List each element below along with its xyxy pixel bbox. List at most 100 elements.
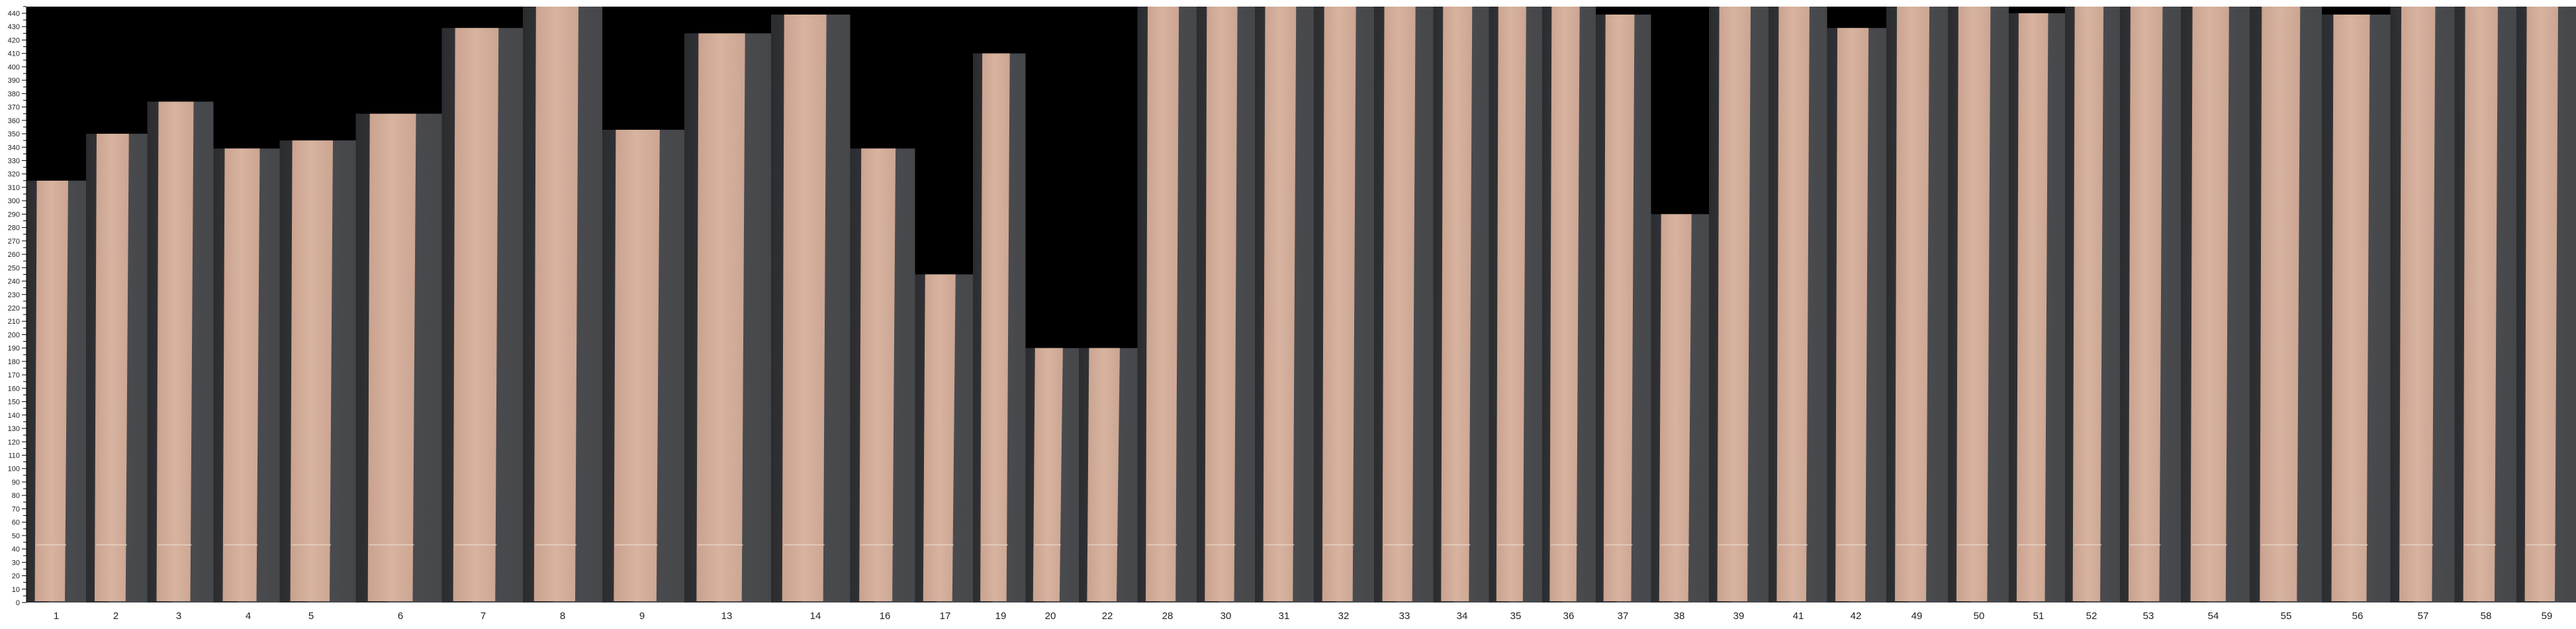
category-label: 13	[721, 610, 733, 622]
y-tick-label: 0	[16, 599, 20, 607]
category-label: 38	[1674, 610, 1685, 622]
y-tick-label: 250	[8, 264, 20, 272]
strip-wood-42	[1835, 28, 1869, 601]
category-label: 49	[1911, 610, 1923, 622]
strip-wood-30	[1205, 7, 1238, 601]
strip-wood-39	[1717, 7, 1751, 601]
category-label: 8	[560, 610, 565, 622]
category-label: 42	[1851, 610, 1862, 622]
category-label: 53	[2143, 610, 2154, 622]
y-tick-label: 190	[8, 345, 20, 353]
y-tick-label: 430	[8, 23, 20, 31]
y-tick-label: 160	[8, 385, 20, 393]
y-tick-label: 440	[8, 10, 20, 18]
category-label: 54	[2208, 610, 2219, 622]
strip-wood-52	[2072, 7, 2104, 601]
y-tick-label: 170	[8, 371, 20, 379]
category-label: 2	[113, 610, 118, 622]
category-label: 50	[1974, 610, 1985, 622]
y-tick-label: 340	[8, 144, 20, 152]
category-label: 32	[1338, 610, 1350, 622]
strip-wood-8	[533, 7, 578, 601]
category-label: 14	[810, 610, 821, 622]
strip-wood-57	[2399, 7, 2436, 601]
y-tick-label: 390	[8, 77, 20, 85]
strip-wood-20	[1033, 348, 1063, 601]
y-tick-label: 270	[8, 238, 20, 246]
strip-wood-55	[2260, 7, 2301, 601]
category-label: 9	[639, 610, 645, 622]
strip-wood-56	[2331, 15, 2370, 602]
y-tick-label: 100	[8, 465, 20, 473]
strip-wood-14	[782, 15, 827, 602]
strip-wood-3	[156, 101, 194, 601]
y-tick-label: 260	[8, 251, 20, 259]
strip-wood-58	[2463, 7, 2498, 601]
category-label: 22	[1102, 610, 1113, 622]
y-tick-label: 350	[8, 130, 20, 138]
strip-wood-2	[94, 134, 129, 601]
strip-wood-32	[1322, 7, 1356, 601]
strip-wood-31	[1263, 7, 1297, 601]
strip-wood-35	[1496, 7, 1526, 601]
strip-wood-33	[1382, 7, 1416, 601]
category-label: 6	[398, 610, 403, 622]
y-tick-label: 310	[8, 184, 20, 192]
strip-wood-41	[1776, 7, 1810, 601]
y-tick-label: 180	[8, 358, 20, 366]
strip-wood-13	[696, 33, 745, 602]
y-tick-label: 140	[8, 412, 20, 420]
strip-wood-16	[859, 148, 896, 601]
category-label: 57	[2418, 610, 2429, 622]
y-tick-label: 50	[12, 532, 20, 540]
category-label: 51	[2033, 610, 2045, 622]
y-tick-label: 290	[8, 211, 20, 218]
y-tick-label: 300	[8, 197, 20, 205]
y-tick-label: 420	[8, 36, 20, 44]
y-tick-label: 110	[8, 452, 20, 460]
strip-wood-6	[367, 113, 416, 602]
strip-wood-9	[614, 129, 660, 601]
category-label: 55	[2281, 610, 2292, 622]
category-label: 7	[481, 610, 486, 622]
category-label: 52	[2086, 610, 2097, 622]
y-tick-label: 130	[8, 425, 20, 433]
y-tick-label: 380	[8, 90, 20, 98]
y-axis: 0 10 20 30 40 50 60 70 80 90 100 110 120 130 140 150 160…	[8, 6, 27, 607]
category-label: 35	[1510, 610, 1522, 622]
y-tick-label: 240	[8, 278, 20, 286]
category-label: 1	[54, 610, 59, 622]
y-tick-label: 150	[8, 399, 20, 407]
strip-wood-17	[923, 274, 956, 601]
strip-wood-54	[2190, 7, 2229, 601]
strip-wood-50	[1956, 7, 1991, 601]
strip-wood-22	[1087, 348, 1120, 601]
strip-wood-34	[1441, 7, 1473, 601]
strip-wood-38	[1659, 214, 1692, 602]
y-tick-label: 60	[12, 519, 20, 527]
y-tick-label: 210	[8, 318, 20, 326]
strip-wood-5	[290, 140, 333, 602]
y-tick-label: 230	[8, 291, 20, 299]
category-label: 4	[246, 610, 251, 622]
y-tick-label: 410	[8, 50, 20, 58]
category-label: 20	[1045, 610, 1056, 622]
strip-wood-7	[453, 28, 499, 601]
y-tick-label: 30	[12, 559, 20, 567]
category-label: 31	[1279, 610, 1290, 622]
category-label: 28	[1162, 610, 1173, 622]
strip-wood-28	[1146, 7, 1179, 601]
strip-wood-49	[1895, 7, 1930, 601]
y-tick-label: 320	[8, 171, 20, 179]
category-label: 36	[1563, 610, 1575, 622]
y-tick-label: 120	[8, 438, 20, 446]
y-tick-label: 330	[8, 158, 20, 166]
strip-wood-37	[1603, 15, 1635, 602]
y-tick-label: 40	[12, 546, 20, 554]
strip-wood-4	[222, 148, 260, 601]
y-tick-label: 220	[8, 305, 20, 313]
category-label: 37	[1618, 610, 1629, 622]
y-tick-label: 200	[8, 331, 20, 339]
category-label: 34	[1457, 610, 1468, 622]
